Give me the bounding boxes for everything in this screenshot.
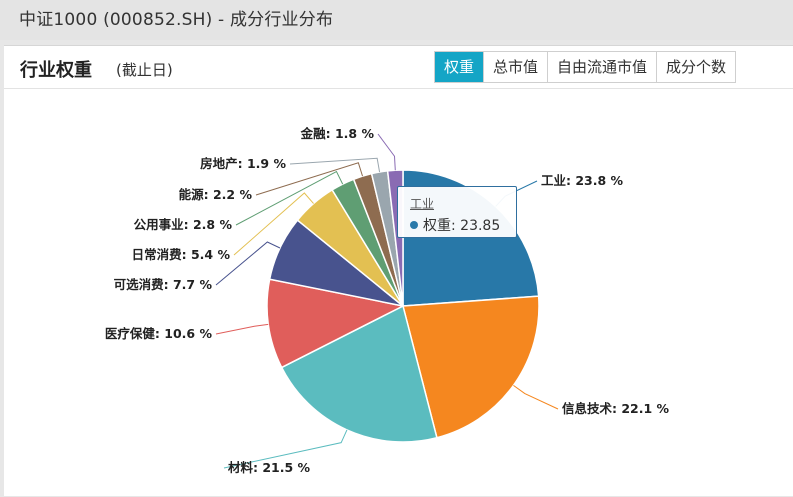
leader-line-7 bbox=[255, 162, 364, 196]
series-dot-icon bbox=[410, 221, 418, 229]
leader-line-5 bbox=[233, 192, 314, 256]
leader-line-9 bbox=[377, 133, 396, 171]
chart-tooltip: 工业 权重: 23.85 bbox=[397, 186, 517, 238]
slice-label-7: 能源: 2.2 % bbox=[179, 187, 253, 202]
slice-label-1: 信息技术: 22.1 % bbox=[562, 401, 670, 416]
industry-pie-chart: 工业: 23.8 % 信息技术: 22.1 % 材料: 21.5 % 医疗保健: 10… bbox=[105, 126, 670, 475]
slice-label-0: 工业: 23.8 % bbox=[541, 173, 624, 188]
slice-label-5: 日常消费: 5.4 % bbox=[132, 247, 231, 262]
industry-weight-panel: 行业权重 (截止日) 权重 总市值 自由流通市值 成分个数 工业: 23.8 %… bbox=[4, 45, 793, 496]
tab-weight[interactable]: 权重 bbox=[435, 52, 484, 82]
leader-line-2 bbox=[223, 429, 348, 469]
tooltip-value: 23.85 bbox=[460, 218, 501, 234]
tab-total-market-cap[interactable]: 总市值 bbox=[483, 52, 548, 82]
panel-header: 行业权重 (截止日) 权重 总市值 自由流通市值 成分个数 bbox=[4, 46, 793, 89]
tooltip-metric: 权重 bbox=[423, 218, 451, 234]
metric-tabs: 权重 总市值 自由流通市值 成分个数 bbox=[434, 51, 737, 83]
slice-label-9: 金融: 1.8 % bbox=[300, 126, 375, 141]
pie-slice-1[interactable] bbox=[402, 295, 540, 439]
leader-line-8 bbox=[289, 157, 381, 173]
panel-title: 行业权重 bbox=[20, 60, 92, 81]
tab-free-float-market-cap[interactable]: 自由流通市值 bbox=[547, 52, 657, 82]
leader-line-1 bbox=[513, 384, 559, 410]
pie-slice-2[interactable] bbox=[280, 304, 438, 443]
slice-label-8: 房地产: 1.9 % bbox=[200, 156, 286, 171]
leader-line-3 bbox=[215, 323, 269, 335]
tooltip-row: 权重: 23.85 bbox=[410, 215, 516, 235]
leader-line-4 bbox=[215, 241, 281, 286]
tab-constituent-count[interactable]: 成分个数 bbox=[656, 52, 736, 82]
slice-label-4: 可选消费: 7.7 % bbox=[114, 277, 213, 292]
leader-line-6 bbox=[235, 170, 344, 226]
window-title: 中证1000 (000852.SH) - 成分行业分布 bbox=[0, 0, 793, 40]
slice-label-6: 公用事业: 2.8 % bbox=[134, 217, 233, 232]
slice-label-3: 医疗保健: 10.6 % bbox=[105, 326, 213, 341]
slice-label-2: 材料: 21.5 % bbox=[227, 460, 311, 475]
tooltip-title: 工业 bbox=[410, 197, 435, 211]
panel-subtitle: (截止日) bbox=[116, 61, 173, 79]
